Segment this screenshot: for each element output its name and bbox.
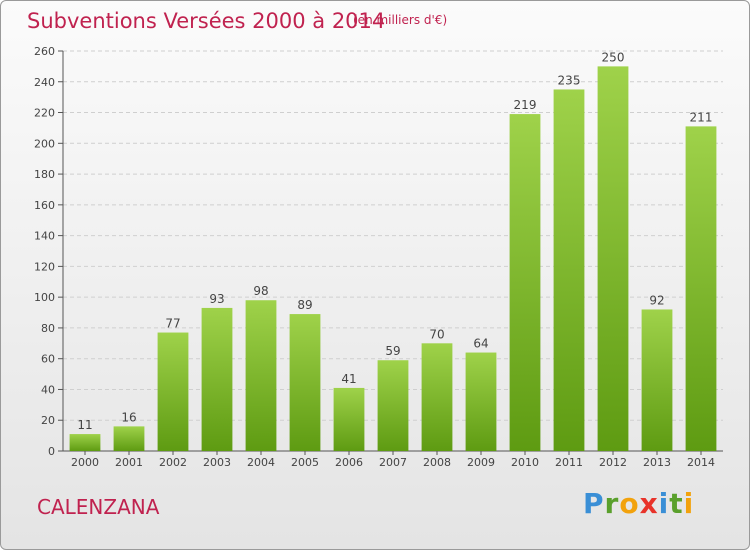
y-tick-label: 240 bbox=[34, 76, 55, 89]
bar bbox=[597, 66, 629, 451]
y-tick-label: 0 bbox=[48, 445, 55, 458]
x-tick-label: 2008 bbox=[423, 456, 451, 469]
x-tick-label: 2001 bbox=[115, 456, 143, 469]
bar-value-label: 70 bbox=[429, 327, 444, 341]
proxiti-logo: Proxiti bbox=[583, 487, 694, 520]
bar bbox=[157, 332, 189, 451]
bar bbox=[641, 309, 673, 451]
logo-letter: x bbox=[639, 487, 659, 520]
bar bbox=[201, 307, 233, 451]
bar-value-label: 92 bbox=[649, 293, 664, 307]
y-tick-label: 120 bbox=[34, 260, 55, 273]
bar bbox=[245, 300, 277, 451]
y-tick-label: 200 bbox=[34, 137, 55, 150]
x-tick-label: 2009 bbox=[467, 456, 495, 469]
x-tick-label: 2003 bbox=[203, 456, 231, 469]
bar bbox=[465, 352, 497, 451]
x-tick-label: 2006 bbox=[335, 456, 363, 469]
y-tick-label: 180 bbox=[34, 168, 55, 181]
bar bbox=[333, 387, 365, 451]
x-tick-label: 2014 bbox=[687, 456, 715, 469]
bar-value-label: 64 bbox=[473, 337, 488, 351]
x-tick-label: 2000 bbox=[71, 456, 99, 469]
bar-value-label: 250 bbox=[602, 50, 625, 64]
bar-value-label: 59 bbox=[385, 344, 400, 358]
bar bbox=[553, 89, 585, 451]
y-tick-label: 40 bbox=[41, 383, 55, 396]
logo-letter: o bbox=[619, 487, 640, 520]
chart-unit: (en milliers d'€) bbox=[353, 13, 448, 27]
y-tick-label: 80 bbox=[41, 322, 55, 335]
bar-value-label: 77 bbox=[165, 317, 180, 331]
bar-value-label: 211 bbox=[690, 110, 713, 124]
y-tick-label: 160 bbox=[34, 199, 55, 212]
bar-value-label: 41 bbox=[341, 372, 356, 386]
x-tick-label: 2010 bbox=[511, 456, 539, 469]
chart-title: Subventions Versées 2000 à 2014 bbox=[27, 9, 386, 33]
logo-letter: t bbox=[669, 487, 684, 520]
commune-name: CALENZANA bbox=[37, 495, 160, 519]
bar-value-label: 89 bbox=[297, 298, 312, 312]
logo-letter: P bbox=[583, 487, 605, 520]
x-tick-label: 2012 bbox=[599, 456, 627, 469]
logo-letter: i bbox=[683, 487, 695, 520]
y-tick-label: 140 bbox=[34, 230, 55, 243]
y-tick-label: 100 bbox=[34, 291, 55, 304]
y-tick-label: 60 bbox=[41, 353, 55, 366]
bar bbox=[509, 114, 541, 452]
x-tick-label: 2007 bbox=[379, 456, 407, 469]
x-tick-label: 2013 bbox=[643, 456, 671, 469]
bar bbox=[377, 360, 409, 451]
x-tick-label: 2011 bbox=[555, 456, 583, 469]
x-tick-label: 2002 bbox=[159, 456, 187, 469]
bar-value-label: 93 bbox=[209, 292, 224, 306]
bar bbox=[421, 343, 453, 451]
bar-value-label: 98 bbox=[253, 284, 268, 298]
bar-value-label: 11 bbox=[77, 418, 92, 432]
logo-letter: r bbox=[604, 487, 620, 520]
y-tick-label: 260 bbox=[34, 45, 55, 58]
bar bbox=[685, 126, 717, 451]
x-tick-label: 2005 bbox=[291, 456, 319, 469]
bar-value-label: 16 bbox=[121, 410, 136, 424]
bar bbox=[69, 434, 101, 451]
logo-letter: i bbox=[658, 487, 670, 520]
bar-value-label: 235 bbox=[558, 73, 581, 87]
bar-value-label: 219 bbox=[514, 98, 537, 112]
y-tick-label: 220 bbox=[34, 107, 55, 120]
bar bbox=[113, 426, 145, 451]
y-tick-label: 20 bbox=[41, 414, 55, 427]
bar bbox=[289, 314, 321, 451]
x-tick-label: 2004 bbox=[247, 456, 275, 469]
